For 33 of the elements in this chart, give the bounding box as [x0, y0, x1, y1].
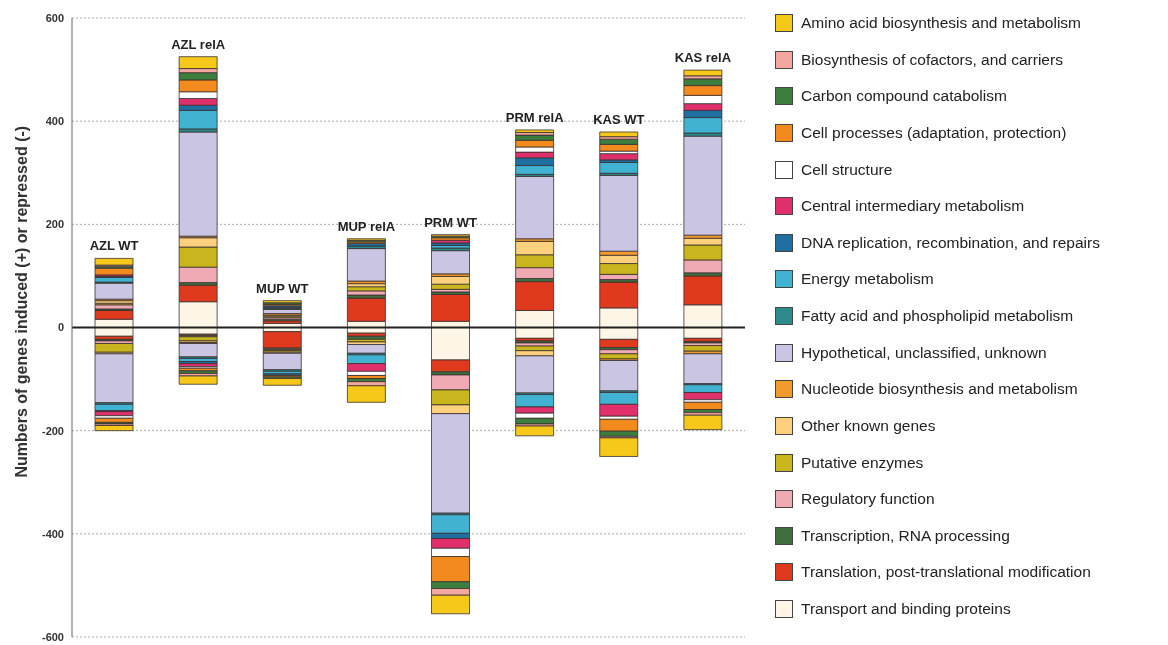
legend-label: Transcription, RNA processing: [801, 526, 1010, 545]
y-tick-label: 600: [45, 11, 64, 24]
x-tick-label: MUP WT: [256, 280, 309, 296]
y-tick-label: -400: [41, 527, 64, 540]
legend-label: Nucleotide biosynthesis and metabolism: [801, 380, 1078, 399]
x-tick-label: KAS WT: [593, 112, 645, 127]
legend-label: DNA replication, recombination, and repairs: [801, 233, 1100, 252]
legend-label: Hypothetical, unclassified, unknown: [801, 343, 1047, 362]
x-tick-label: PRM relA: [505, 109, 565, 125]
legend-label: Translation, post-translational modification: [801, 563, 1091, 582]
legend-label: Putative enzymes: [801, 453, 924, 472]
y-tick-label: 400: [45, 115, 64, 128]
legend-label: Cell processes (adaptation, protection): [801, 123, 1067, 142]
x-tick-label: KAS relA: [674, 50, 732, 66]
x-tick-label: AZL WT: [89, 238, 139, 254]
legend-label: Regulatory function: [801, 490, 935, 509]
legend-label: Energy metabolism: [801, 270, 934, 289]
text: Cell structure: [801, 160, 893, 179]
y-tick-label: -600: [41, 630, 64, 643]
x-tick-label: MUP relA: [337, 218, 396, 234]
y-axis-title: Numbers of genes induced (+) or repressed (-): [12, 125, 30, 478]
y-tick-label: 200: [45, 218, 64, 231]
y-tick-label: 0: [57, 321, 64, 334]
legend-label: Amino acid biosynthesis and metabolism: [801, 14, 1081, 32]
legend-label: Transport and binding proteins: [801, 600, 1011, 618]
x-tick-label: AZL relA: [171, 36, 226, 52]
y-tick-label: -200: [41, 424, 64, 437]
legend-label: Biosynthesis of cofactors, and carriers: [801, 50, 1063, 69]
legend-label: Other known genes: [801, 416, 936, 435]
legend-label: Carbon compound catabolism: [801, 87, 1007, 106]
legend-label: Fatty acid and phospholipid metabolism: [801, 307, 1074, 325]
x-tick-label: PRM WT: [424, 214, 477, 230]
legend-label: Central intermediary metabolism: [801, 197, 1025, 216]
